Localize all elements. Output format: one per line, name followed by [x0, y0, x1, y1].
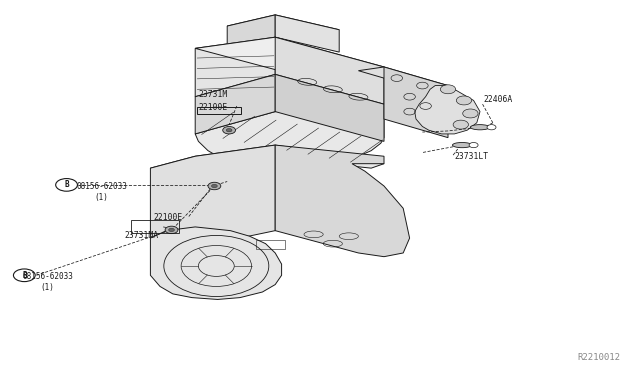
Text: (1): (1)	[40, 283, 54, 292]
Circle shape	[56, 179, 77, 191]
Circle shape	[487, 125, 496, 130]
Circle shape	[208, 182, 221, 190]
Text: 08156-62033: 08156-62033	[77, 182, 127, 190]
Bar	[131, 220, 179, 233]
Text: B: B	[22, 271, 27, 280]
Circle shape	[227, 129, 232, 132]
Polygon shape	[150, 227, 282, 299]
Polygon shape	[275, 15, 339, 52]
Text: 08156-62033: 08156-62033	[22, 272, 73, 280]
Polygon shape	[275, 37, 384, 104]
Circle shape	[169, 228, 174, 231]
Polygon shape	[195, 74, 275, 134]
Text: 22100E: 22100E	[198, 103, 228, 112]
Polygon shape	[195, 104, 384, 168]
Bar	[256, 240, 285, 249]
Ellipse shape	[452, 142, 472, 148]
Polygon shape	[415, 86, 480, 134]
Circle shape	[440, 85, 456, 94]
Text: 22100E: 22100E	[154, 213, 183, 222]
Text: R2210012: R2210012	[578, 353, 621, 362]
Circle shape	[223, 126, 236, 134]
Text: 23731M: 23731M	[198, 90, 228, 99]
Polygon shape	[275, 74, 384, 141]
Polygon shape	[358, 67, 448, 89]
Text: 22406A: 22406A	[483, 95, 513, 104]
Circle shape	[165, 226, 178, 234]
Text: 23731LT: 23731LT	[454, 152, 488, 161]
Circle shape	[463, 109, 478, 118]
Bar	[197, 107, 241, 114]
Polygon shape	[150, 145, 384, 168]
Circle shape	[211, 185, 218, 188]
Polygon shape	[384, 67, 448, 138]
Polygon shape	[275, 145, 410, 257]
Polygon shape	[195, 37, 384, 78]
Text: 23731MA: 23731MA	[125, 231, 159, 240]
Text: (1): (1)	[95, 193, 109, 202]
Polygon shape	[195, 37, 275, 97]
Polygon shape	[227, 15, 339, 41]
Circle shape	[453, 120, 468, 129]
Polygon shape	[227, 15, 275, 48]
Circle shape	[469, 142, 478, 148]
Text: B: B	[64, 180, 69, 189]
Circle shape	[13, 269, 35, 282]
Circle shape	[456, 96, 472, 105]
Ellipse shape	[470, 125, 490, 130]
Polygon shape	[150, 145, 275, 249]
